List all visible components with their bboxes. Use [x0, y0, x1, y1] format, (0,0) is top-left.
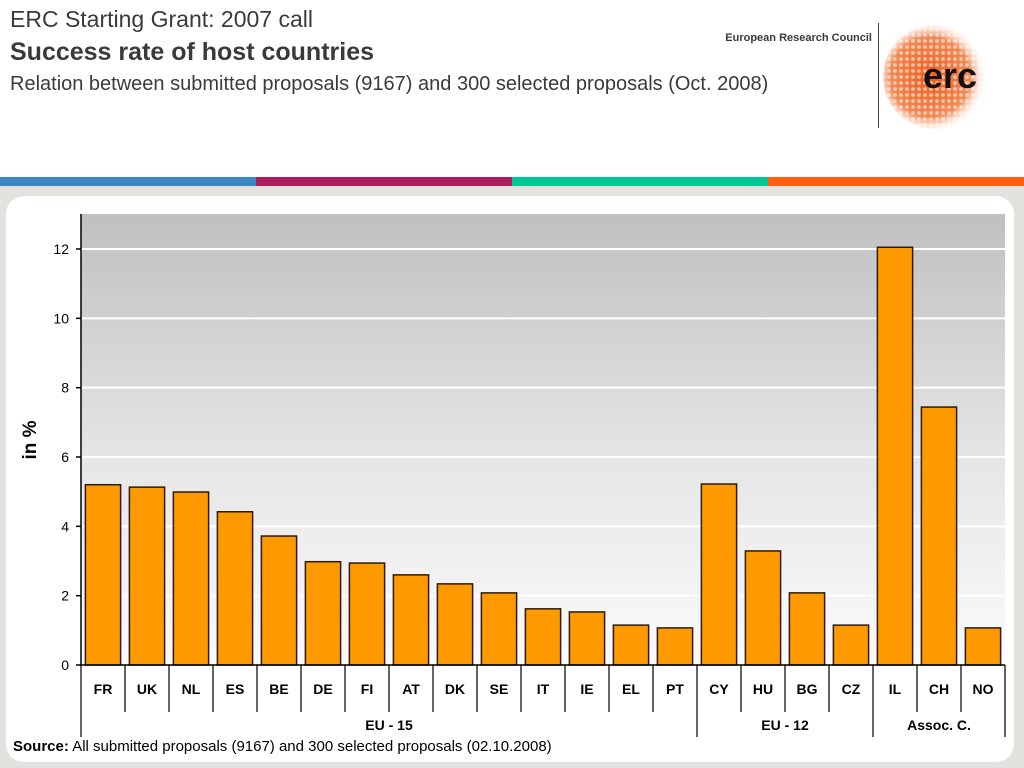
group-label: Assoc. C.	[907, 717, 971, 733]
bar-cz	[832, 624, 870, 666]
erc-logo-icon: erc	[883, 25, 987, 129]
bar-fi	[348, 562, 386, 666]
source-label: Source:	[13, 738, 69, 755]
x-tick-label: HU	[753, 681, 773, 697]
title-line-3: Relation between submitted proposals (91…	[10, 73, 769, 95]
color-stripe-blue	[0, 177, 256, 186]
x-tick-label: CY	[709, 681, 729, 697]
color-stripe-green	[512, 177, 768, 186]
x-tick-label: FI	[361, 681, 373, 697]
x-tick-label: NL	[182, 681, 201, 697]
x-tick-label: IL	[889, 681, 902, 697]
color-stripe-orange	[768, 177, 1024, 186]
bar-cy	[700, 483, 738, 666]
x-tick-label: IE	[580, 681, 593, 697]
bar-at	[392, 574, 430, 666]
y-tick-label: 2	[61, 588, 69, 604]
y-tick-label: 12	[53, 241, 69, 257]
bar-de	[304, 560, 342, 666]
x-tick-label: UK	[137, 681, 157, 697]
header-divider	[878, 23, 879, 128]
x-tick-label: PT	[666, 681, 684, 697]
bar-it	[524, 608, 562, 666]
x-tick-label: DE	[313, 681, 332, 697]
source-text: All submitted proposals (9167) and 300 s…	[68, 738, 552, 755]
x-tick-label: CZ	[842, 681, 861, 697]
source-note: Source: All submitted proposals (9167) a…	[13, 738, 552, 755]
bar-hu	[744, 550, 782, 666]
x-tick-label: DK	[445, 681, 465, 697]
x-tick-label: BG	[797, 681, 818, 697]
y-tick-label: 10	[53, 310, 69, 326]
erc-logo-text: erc	[923, 55, 977, 96]
x-tick-label: IT	[537, 681, 550, 697]
bar-nl	[172, 491, 210, 666]
x-tick-label: EL	[622, 681, 640, 697]
x-tick-label: CH	[929, 681, 949, 697]
bar-bg	[788, 592, 826, 666]
color-stripe-magenta	[256, 177, 512, 186]
y-tick-label: 4	[61, 518, 69, 534]
bar-dk	[436, 583, 474, 666]
title-line-1: ERC Starting Grant: 2007 call	[10, 6, 313, 32]
bar-pt	[656, 627, 694, 666]
bar-ie	[568, 611, 606, 666]
bar-fr	[84, 483, 122, 666]
x-tick-label: FR	[94, 681, 113, 697]
y-tick-label: 6	[61, 449, 69, 465]
bar-uk	[128, 486, 166, 666]
group-label: EU - 12	[761, 717, 809, 733]
organization-name: European Research Council	[725, 32, 872, 44]
y-tick-label: 8	[61, 380, 69, 396]
title-line-2: Success rate of host countries	[10, 38, 375, 66]
x-tick-label: BE	[269, 681, 288, 697]
bar-es	[216, 511, 254, 666]
bar-il	[876, 246, 914, 666]
x-tick-label: ES	[226, 681, 245, 697]
y-axis-label: in %	[20, 420, 41, 459]
group-label: EU - 15	[365, 717, 413, 733]
x-tick-label: SE	[490, 681, 509, 697]
bar-no	[964, 627, 1002, 666]
bar-be	[260, 535, 298, 666]
bar-se	[480, 592, 518, 666]
bar-ch	[920, 406, 958, 666]
x-tick-label: AT	[402, 681, 420, 697]
bar-el	[612, 624, 650, 666]
x-tick-label: NO	[973, 681, 994, 697]
y-tick-label: 0	[61, 657, 69, 673]
